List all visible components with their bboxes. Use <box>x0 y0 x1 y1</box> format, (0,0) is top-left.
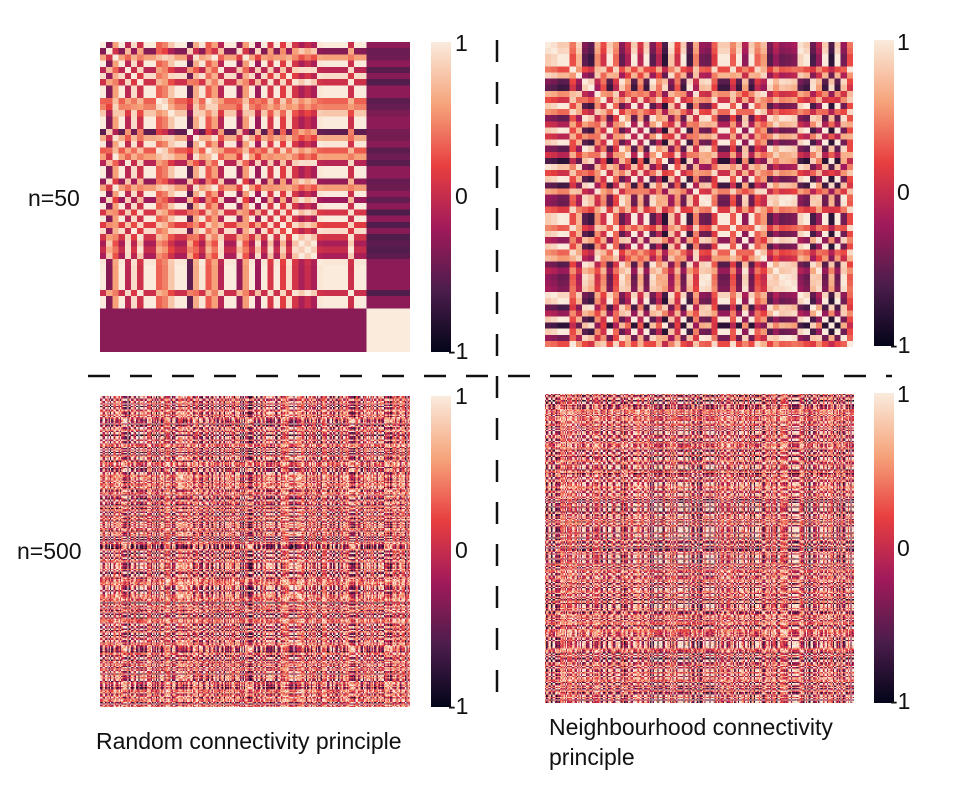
colorbar-gradient <box>874 40 894 346</box>
colorbar-tick-min: -1 <box>890 332 911 358</box>
heatmap-canvas-neighbourhood-n50 <box>545 42 853 347</box>
colorbar-tick-min: -1 <box>890 688 911 714</box>
colorbar-gradient <box>874 393 894 703</box>
colorbar-tick-mid: 0 <box>455 183 468 209</box>
caption-neighbourhood: Neighbourhood connectivity principle <box>549 714 833 770</box>
colorbar-tick-mid: 0 <box>897 535 910 561</box>
row-label-n50: n=50 <box>28 185 80 211</box>
heatmap-neighbourhood-n50 <box>545 42 853 347</box>
colorbar-neighbourhood-n50 <box>874 40 894 346</box>
colorbar-gradient <box>431 42 451 352</box>
colorbar-tick-mid: 0 <box>455 537 468 563</box>
heatmap-random-n50 <box>100 42 410 352</box>
colorbar-tick-min: -1 <box>448 693 469 719</box>
colorbar-random-n50 <box>431 42 451 352</box>
heatmap-canvas-random-n500 <box>100 396 410 707</box>
heatmap-canvas-neighbourhood-n500 <box>545 394 854 703</box>
caption-random: Random connectivity principle <box>96 728 402 754</box>
colorbar-tick-max: 1 <box>897 381 910 407</box>
row-label-n500: n=500 <box>17 538 82 564</box>
colorbar-tick-max: 1 <box>897 29 910 55</box>
colorbar-gradient <box>431 396 451 707</box>
colorbar-tick-max: 1 <box>455 383 468 409</box>
heatmap-neighbourhood-n500 <box>545 394 854 703</box>
heatmap-canvas-random-n50 <box>100 42 410 352</box>
colorbar-tick-max: 1 <box>455 30 468 56</box>
colorbar-random-n500 <box>431 396 451 707</box>
colorbar-neighbourhood-n500 <box>874 393 894 703</box>
colorbar-tick-min: -1 <box>448 338 469 364</box>
heatmap-random-n500 <box>100 396 410 707</box>
colorbar-tick-mid: 0 <box>897 179 910 205</box>
